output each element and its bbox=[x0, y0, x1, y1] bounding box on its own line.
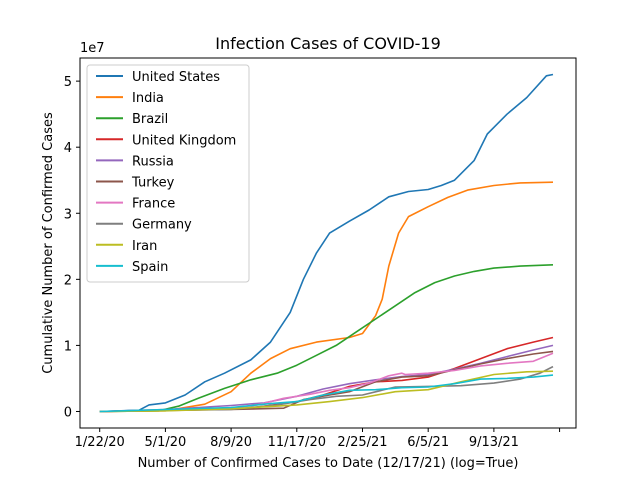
series-line-9 bbox=[99, 374, 554, 413]
series-line-0 bbox=[99, 73, 554, 413]
legend-label-0: United States bbox=[132, 70, 220, 85]
y-tick-label-1: 1 bbox=[64, 339, 72, 354]
x-tick-label-1: 5/1/20 bbox=[144, 435, 186, 450]
series-line-4 bbox=[99, 344, 554, 413]
x-tick-label-3: 11/17/20 bbox=[268, 435, 326, 450]
y-tick-label-3: 3 bbox=[64, 207, 72, 222]
legend: United States India Brazil United Kingdom Ru… bbox=[86, 64, 250, 283]
y-tick-label-0: 0 bbox=[64, 405, 72, 420]
series-line-8 bbox=[99, 370, 554, 413]
x-axis-ticks: 1/22/20 5/1/20 8/9/20 11/17/20 2/25/21 6/5/21… bbox=[75, 428, 561, 450]
y-tick-label-2: 2 bbox=[64, 273, 72, 288]
y-multiplier-label: 1e7 bbox=[80, 41, 105, 56]
x-tick-label-2: 8/9/20 bbox=[210, 435, 252, 450]
legend-label-6: France bbox=[132, 197, 175, 212]
legend-label-7: Germany bbox=[132, 218, 192, 233]
legend-label-5: Turkey bbox=[131, 176, 175, 191]
y-tick-label-5: 5 bbox=[64, 75, 72, 90]
legend-label-2: Brazil bbox=[132, 112, 168, 127]
legend-label-9: Spain bbox=[132, 260, 168, 275]
legend-label-4: Russia bbox=[132, 154, 174, 169]
legend-label-8: Iran bbox=[132, 239, 157, 254]
series-layer bbox=[99, 73, 554, 413]
x-tick-label-0: 1/22/20 bbox=[75, 435, 125, 450]
x-tick-label-4: 2/25/21 bbox=[337, 435, 387, 450]
y-tick-label-4: 4 bbox=[64, 141, 72, 156]
legend-box bbox=[86, 64, 250, 283]
plot-area bbox=[79, 57, 577, 429]
y-axis-ticks: 0 1 2 3 4 5 bbox=[64, 75, 80, 420]
x-axis-label: Number of Confirmed Cases to Date (12/17… bbox=[138, 456, 519, 471]
legend-label-3: United Kingdom bbox=[132, 133, 236, 148]
y-axis-label: Cumulative Number of Confirmed Cases bbox=[41, 112, 56, 374]
legend-label-1: India bbox=[132, 91, 164, 106]
series-line-5 bbox=[99, 350, 554, 413]
series-line-2 bbox=[99, 264, 554, 413]
x-tick-label-5: 6/5/21 bbox=[407, 435, 449, 450]
x-tick-label-6: 9/13/21 bbox=[469, 435, 519, 450]
series-line-1 bbox=[99, 181, 554, 413]
chart-title: Infection Cases of COVID-19 bbox=[215, 34, 441, 53]
